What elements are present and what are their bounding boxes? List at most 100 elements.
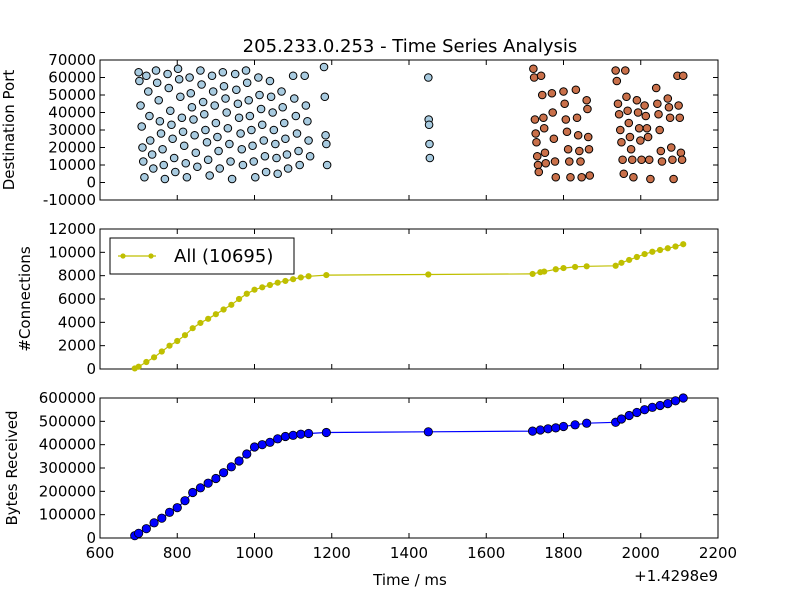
port-point-orange: [664, 102, 674, 112]
port-point-blue: [272, 153, 281, 163]
port-point-blue: [288, 71, 298, 81]
port-point-orange: [676, 148, 686, 158]
port-point-blue: [145, 136, 155, 145]
port-point-orange: [666, 143, 676, 152]
port-point-orange: [674, 101, 683, 110]
bytes-point: [134, 528, 144, 538]
connection-point: [571, 263, 579, 271]
bytes-point: [303, 428, 314, 439]
y-tick-label: 600000: [39, 389, 96, 407]
port-point-orange: [541, 158, 551, 168]
port-point-blue: [320, 92, 330, 102]
port-point-orange: [644, 155, 654, 165]
port-point-blue: [232, 85, 241, 95]
bytes-point: [203, 478, 213, 488]
port-point-orange: [584, 144, 594, 154]
port-point-blue: [226, 157, 235, 166]
y-tick-label: 10000: [48, 243, 96, 261]
bytes-point: [265, 437, 275, 447]
connection-point: [633, 253, 640, 261]
port-point-blue: [178, 127, 188, 137]
port-point-orange: [611, 66, 620, 75]
bytes-point: [570, 420, 580, 430]
port-point-blue: [196, 66, 205, 75]
port-point-blue: [171, 167, 180, 177]
bytes-point: [647, 402, 657, 412]
port-point-blue: [154, 95, 164, 105]
y-tick-label: -10000: [43, 191, 96, 209]
connection-point: [612, 262, 619, 269]
port-point-orange: [571, 85, 581, 95]
port-point-orange: [537, 90, 547, 100]
port-point-orange: [633, 108, 643, 117]
connection-point: [541, 268, 548, 275]
port-point-orange: [582, 95, 591, 105]
y-tick-label: 70000: [48, 51, 96, 69]
connection-point: [649, 248, 656, 255]
port-point-orange: [529, 73, 539, 82]
port-point-blue: [149, 164, 158, 173]
port-point-orange: [540, 148, 550, 158]
bytes-point: [640, 405, 650, 415]
port-point-blue: [424, 120, 434, 130]
port-point-blue: [301, 101, 311, 110]
port-point-blue: [187, 102, 197, 112]
port-point-orange: [583, 104, 592, 114]
destination-port-panel: -100000100002000030000400005000060000700…: [0, 51, 719, 209]
port-point-orange: [614, 109, 624, 119]
y-axis-label: #Connections: [16, 246, 34, 351]
port-point-orange: [533, 160, 543, 170]
port-point-blue: [322, 139, 331, 149]
port-point-blue: [279, 118, 289, 128]
port-point-orange: [636, 136, 645, 145]
bytes-point: [257, 440, 267, 450]
port-point-orange: [634, 123, 644, 133]
connection-point: [680, 241, 687, 248]
port-point-blue: [176, 92, 185, 102]
port-point-blue: [147, 150, 157, 159]
port-point-blue: [241, 66, 251, 75]
y-tick-label: 500000: [39, 412, 96, 430]
port-point-orange: [640, 101, 649, 110]
port-point-orange: [622, 92, 631, 102]
port-point-orange: [583, 132, 593, 142]
port-point-blue: [177, 113, 187, 123]
port-point-blue: [169, 153, 179, 163]
port-point-blue: [424, 73, 433, 82]
bytes-point: [141, 524, 151, 534]
connection-point: [266, 281, 274, 289]
port-point-blue: [249, 157, 259, 166]
port-point-blue: [211, 118, 221, 128]
port-point-blue: [269, 125, 279, 135]
y-tick-label: 400000: [39, 436, 96, 454]
port-point-blue: [193, 162, 202, 172]
y-tick-label: 300000: [39, 459, 96, 477]
port-point-orange: [532, 151, 542, 161]
port-point-blue: [142, 71, 151, 81]
port-point-orange: [532, 137, 541, 147]
connection-point: [290, 276, 297, 283]
bytes-point: [180, 496, 190, 506]
port-point-orange: [548, 108, 557, 117]
x-tick-label: 1200: [313, 544, 351, 562]
bytes-point: [678, 393, 688, 403]
port-point-blue: [255, 90, 264, 100]
port-point-orange: [619, 169, 629, 179]
y-tick-label: 0: [86, 529, 96, 547]
port-point-orange: [534, 167, 544, 177]
port-point-blue: [237, 144, 247, 154]
connection-point: [235, 295, 243, 303]
port-point-blue: [138, 157, 148, 166]
port-point-blue: [205, 171, 214, 180]
port-point-blue: [254, 73, 263, 82]
port-point-blue: [291, 111, 301, 121]
port-point-blue: [266, 92, 276, 102]
port-point-orange: [575, 146, 584, 156]
bytes-point: [211, 473, 221, 484]
port-point-orange: [643, 132, 653, 142]
plot-frame: [99, 59, 719, 201]
port-point-orange: [621, 66, 630, 75]
port-point-blue: [208, 87, 218, 96]
connection-point: [181, 332, 189, 339]
